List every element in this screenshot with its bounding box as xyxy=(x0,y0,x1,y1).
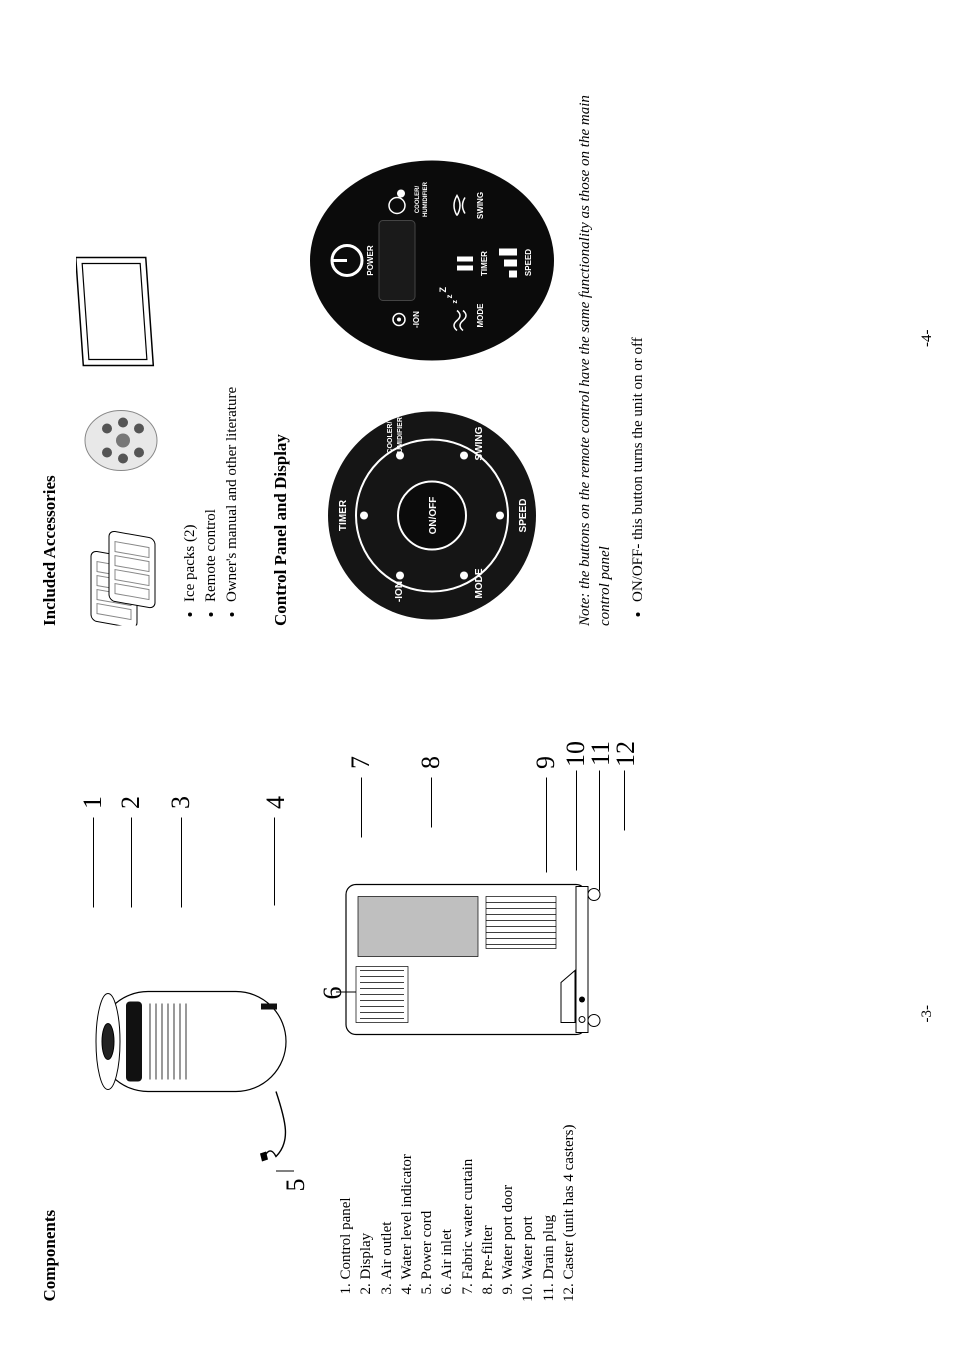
control-panel-row: ON/OFF -ION TIMER COOLER/ HUMIDIFIER MOD… xyxy=(307,50,557,626)
svg-text:z: z xyxy=(452,300,459,304)
knob-speed-label: SPEED xyxy=(518,499,529,533)
list-item: Remote control xyxy=(201,50,222,602)
list-item: Fabric water curtain xyxy=(458,1096,478,1279)
callout-9: 9 xyxy=(531,756,561,769)
list-item: Control panel xyxy=(336,1096,356,1279)
svg-text:HUMIDIFIER: HUMIDIFIER xyxy=(397,417,404,458)
figure-front-view: 1 2 3 4 5 xyxy=(76,726,316,1302)
list-item: ON/OFF- this button turns the unit on or… xyxy=(630,50,647,602)
svg-text:Z: Z xyxy=(438,287,448,293)
remote-speed-label: SPEED xyxy=(524,249,533,276)
knob-mode-label: MODE xyxy=(474,568,485,598)
list-item: Caster (unit has 4 casters) xyxy=(559,1096,579,1279)
remote-svg: POWER -ION COOLER/ HUMIDIFIER z z Z MODE xyxy=(307,156,557,366)
callout-1: 1 xyxy=(78,796,108,809)
svg-text:z: z xyxy=(445,295,454,299)
remote-cooler-label: COOLER/ xyxy=(415,186,421,214)
remote-ion-label: -ION xyxy=(412,311,421,328)
list-item: Owner's manual and other literature xyxy=(222,50,243,602)
page-3: Components xyxy=(0,676,954,1351)
remote-power-label: POWER xyxy=(366,245,375,275)
knob-timer-label: TIMER xyxy=(338,499,349,531)
callout-12: 12 xyxy=(611,741,641,767)
unit-front-svg xyxy=(86,901,306,1161)
control-knob-svg: ON/OFF -ION TIMER COOLER/ HUMIDIFIER MOD… xyxy=(322,406,542,626)
list-item: Power cord xyxy=(417,1096,437,1279)
remote-note: Note: the buttons on the remote control … xyxy=(575,50,616,626)
list-item: Air outlet xyxy=(377,1096,397,1279)
list-item: Water port door xyxy=(498,1096,518,1279)
knob-onoff-label: ON/OFF xyxy=(428,497,439,535)
page-number-3: -3- xyxy=(919,1005,936,1023)
list-item: Water level indicator xyxy=(397,1096,417,1279)
knob-swing-label: SWING xyxy=(474,426,485,460)
list-item: Air inlet xyxy=(437,1096,457,1279)
onoff-list: ON/OFF- this button turns the unit on or… xyxy=(630,50,647,626)
callout-3: 3 xyxy=(166,796,196,809)
list-item: Ice packs (2) xyxy=(180,50,201,602)
manual-icon xyxy=(76,246,166,376)
page-4: Included Accessories xyxy=(0,0,954,676)
list-item: Display xyxy=(356,1096,376,1279)
components-lower-row: Control panel Display Air outlet Water l… xyxy=(336,726,924,1302)
callout-2: 2 xyxy=(116,796,146,809)
callout-5: 5 xyxy=(281,1178,311,1191)
accessories-list: Ice packs (2) Remote control Owner's man… xyxy=(180,50,243,626)
accessories-heading: Included Accessories xyxy=(40,50,60,626)
unit-rear-svg xyxy=(336,824,616,1044)
components-heading: Components xyxy=(40,726,60,1302)
svg-text:HUMIDIFIER: HUMIDIFIER xyxy=(423,181,429,217)
control-panel-heading: Control Panel and Display xyxy=(271,50,291,626)
figure-rear-view: 6 7 8 9 10 11 12 xyxy=(336,726,656,1085)
knob-cooler-label: COOLER/ xyxy=(387,422,394,454)
list-item: Water port xyxy=(518,1096,538,1279)
callout-6: 6 xyxy=(318,986,348,999)
page-number-4: -4- xyxy=(919,329,936,347)
remote-small-icon xyxy=(81,406,161,476)
list-item: Drain plug xyxy=(539,1096,559,1279)
knob-ion-label: -ION xyxy=(394,581,405,602)
remote-mode-label: MODE xyxy=(476,303,485,328)
accessories-images-row xyxy=(76,50,166,626)
list-item: Pre-filter xyxy=(478,1096,498,1279)
remote-swing-label: SWING xyxy=(476,192,485,219)
ice-packs-icon xyxy=(81,506,161,626)
components-list: Control panel Display Air outlet Water l… xyxy=(336,1096,579,1301)
remote-timer-label: TIMER xyxy=(480,251,489,276)
callout-8: 8 xyxy=(416,756,446,769)
callout-7: 7 xyxy=(346,756,376,769)
callout-4: 4 xyxy=(261,796,291,809)
